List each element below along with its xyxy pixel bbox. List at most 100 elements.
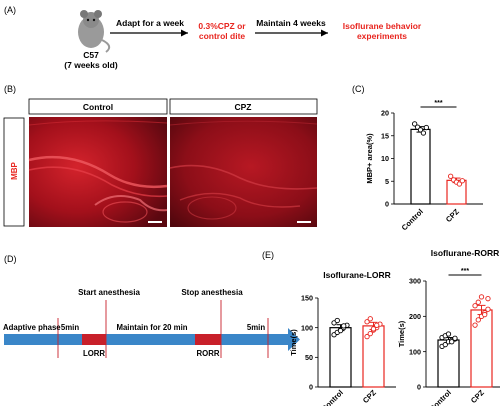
data-point <box>364 333 370 340</box>
step4-line2: experiments <box>357 31 407 41</box>
y-tick-label: 15 <box>381 131 389 140</box>
data-point <box>370 326 377 332</box>
stain-label: MBP <box>10 161 19 179</box>
lorr-block <box>82 334 106 345</box>
mouse-age: (7 weeks old) <box>64 60 118 70</box>
step2-line2: control dite <box>199 31 246 41</box>
chart-rorr: Isoflurane-RORR 0 100 200 300 Time(s) Control C… <box>397 248 500 406</box>
data-point <box>452 335 458 341</box>
y-axis-label: MBP+ area(%) <box>365 133 374 184</box>
header-cpz: CPZ <box>235 102 252 112</box>
data-point <box>449 339 455 345</box>
bar <box>470 309 493 388</box>
data-point <box>364 319 370 325</box>
control-mbp-image <box>28 117 168 227</box>
panel-e-letter: (E) <box>262 250 274 260</box>
x-tick-label: Control <box>400 207 425 232</box>
panel-c-letter: (C) <box>352 84 365 94</box>
panel-d-letter: (D) <box>4 254 17 264</box>
step3-label: Maintain 4 weeks <box>256 18 326 28</box>
y-tick-label: 0 <box>417 383 421 392</box>
y-axis-label: Time(s) <box>397 320 406 347</box>
panel-c: (C) 0 5 10 15 20 MBP+ area(%) Control CPZ *** <box>352 84 483 232</box>
data-point <box>459 178 465 184</box>
header-control: Control <box>83 102 113 112</box>
data-point <box>442 341 448 348</box>
data-point <box>420 130 427 136</box>
chart-lorr: Isoflurane-LORR 0 50 100 150 Time(s) Control CP… <box>289 270 396 406</box>
data-point <box>412 121 418 127</box>
y-tick-label: 10 <box>381 154 389 163</box>
bar <box>410 128 431 205</box>
y-tick-label: 0 <box>309 383 313 392</box>
data-point <box>445 331 452 337</box>
header-control-box <box>28 98 168 115</box>
data-point <box>472 303 478 309</box>
chart-title: Isoflurane-LORR <box>323 270 391 280</box>
mouse-icon <box>78 10 111 53</box>
adaptive-phase-label: Adaptive phase <box>3 323 61 332</box>
data-point <box>423 124 429 131</box>
panel-a-letter: (A) <box>4 5 16 15</box>
y-tick-label: 100 <box>301 323 313 332</box>
step1-label: Adapt for a week <box>116 18 184 28</box>
y-tick-label: 20 <box>381 109 389 118</box>
panel-d: (D) Start anesthesia Stop anesthesia Ada… <box>3 254 300 358</box>
data-point <box>478 294 485 300</box>
data-point <box>485 306 491 312</box>
panel-a: (A) C57 (7 weeks old) Adapt for a week 0… <box>4 5 422 70</box>
x-tick-label: CPZ <box>361 388 378 405</box>
timeline-bar <box>4 334 288 345</box>
data-point <box>448 173 454 179</box>
significance-label: *** <box>461 268 469 275</box>
panel-b: (B) MBP Control CPZ <box>3 84 318 227</box>
data-point <box>482 311 488 318</box>
y-tick-label: 100 <box>409 347 421 356</box>
stop-anesthesia-label: Stop anesthesia <box>181 288 243 297</box>
step2-line1: 0.3%CPZ or <box>198 21 246 31</box>
y-tick-label: 300 <box>409 277 421 286</box>
chart-title: Isoflurane-RORR <box>431 248 499 258</box>
data-point <box>485 296 491 302</box>
y-tick-label: 200 <box>409 312 421 321</box>
data-point <box>341 323 347 329</box>
y-tick-label: 150 <box>301 294 313 303</box>
x-tick-label: CPZ <box>444 207 461 224</box>
chart-mbp-area: 0 5 10 15 20 MBP+ area(%) Control CPZ *** <box>365 100 483 232</box>
data-point <box>417 127 424 133</box>
y-tick-label: 50 <box>305 353 313 362</box>
x-tick-label: CPZ <box>469 388 486 405</box>
rorr-block <box>195 334 221 345</box>
step4-line1: Isoflurane behavior <box>343 21 422 31</box>
mouse-strain: C57 <box>83 50 99 60</box>
scale-bar <box>297 221 311 223</box>
y-axis-label: Time(s) <box>289 329 298 356</box>
five-min-label-2: 5min <box>247 323 265 332</box>
five-min-label-1: 5min <box>61 323 79 332</box>
data-point <box>475 317 481 323</box>
data-point <box>475 299 481 305</box>
data-point <box>337 327 344 334</box>
y-tick-label: 0 <box>385 200 389 209</box>
panel-b-letter: (B) <box>4 84 16 94</box>
timeline-arrowhead <box>288 328 300 351</box>
data-point <box>334 317 340 324</box>
significance-label: *** <box>434 100 442 107</box>
maintain-label: Maintain for 20 min <box>116 323 187 332</box>
data-point <box>374 322 380 328</box>
data-point <box>456 181 463 187</box>
lorr-label: LORR <box>83 349 105 358</box>
x-tick-label: Control <box>428 388 453 406</box>
data-point <box>367 316 373 322</box>
x-tick-label: Control <box>320 388 345 406</box>
rorr-label: RORR <box>197 349 220 358</box>
scale-bar <box>148 221 162 223</box>
y-tick-label: 5 <box>385 177 389 186</box>
header-cpz-box <box>169 98 318 115</box>
cpz-mbp-image <box>169 117 318 227</box>
start-anesthesia-label: Start anesthesia <box>78 288 140 297</box>
stain-label-box <box>3 117 25 227</box>
panel-e: (E) Isoflurane-LORR 0 50 100 150 Time(s) Contr… <box>262 248 500 406</box>
data-point <box>367 330 373 337</box>
